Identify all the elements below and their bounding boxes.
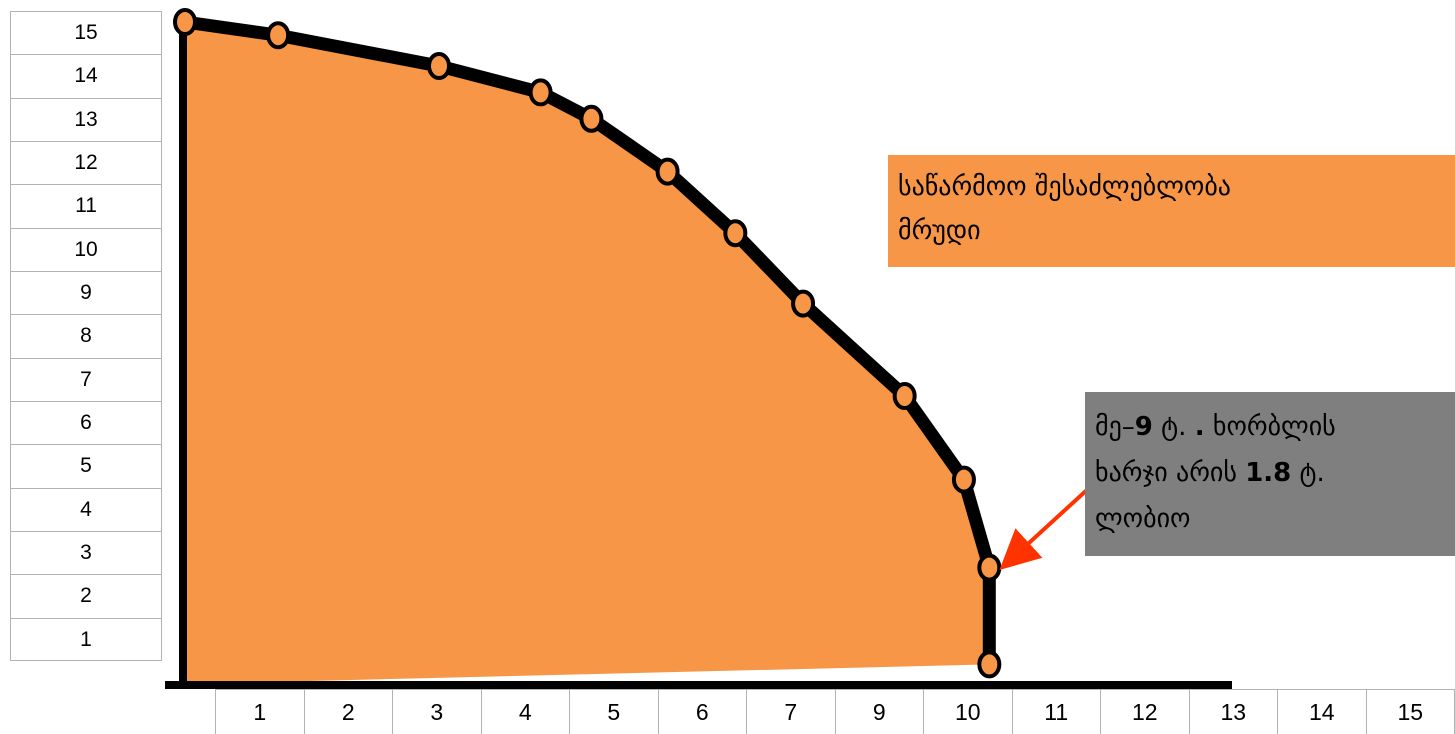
x-tick-label: 11 [1013,690,1101,734]
cost-label-run: მე– [1095,412,1135,442]
y-tick-label: 4 [11,489,161,532]
cost-label-run: ხარჯი არის [1095,458,1246,488]
cost-label-line: ხარჯი არის 1.8 ტ. [1095,450,1455,496]
feasible-area [185,22,990,684]
y-tick-label: 1 [80,628,92,652]
cost-label-run: 1.8 [1245,458,1292,488]
y-tick-label: 3 [11,532,161,576]
ppc-point-marker [579,104,604,133]
ppc-points [173,8,1002,679]
cost-label-run: ტ. [1291,458,1325,488]
y-tick-label: 13 [11,99,161,142]
y-tick-label: 2 [11,575,161,619]
ppc-point-marker [655,157,680,186]
cost-label-run: ლობიო [1095,504,1191,534]
y-tick-label: 15 [11,12,161,56]
opportunity-cost-callout: მე–9 ტ. . ხორბლის ხარჯი არის 1.8 ტ. ლობიო [1085,392,1455,556]
cost-label-run: ხორბლის [1204,412,1336,442]
x-tick-label: 14 [1278,690,1367,734]
x-tick-label: 4 [482,690,570,734]
y-tick-label: 5 [11,445,161,489]
x-tick-label: 2 [305,690,393,734]
ppc-curve [178,15,996,671]
ppc-point-marker [173,8,197,36]
x-tick-label: 6 [659,690,747,734]
y-tick-label: 8 [11,315,161,359]
cost-label-line: ლობიო [1095,496,1455,542]
y-axis-label-table: 15 14 13 12 11 10 9 8 7 6 5 4 3 2 1 [10,11,162,661]
x-tick-label: 7 [747,690,836,734]
x-tick-label: 12 [1101,690,1190,734]
annotation-arrow [999,476,1102,570]
y-tick-label: 9 [11,272,161,316]
ppc-point-marker [528,78,553,107]
cost-label-line: მე–9 ტ. . ხორბლის [1095,404,1455,450]
ppc-point-marker [977,650,1002,679]
x-tick-label: 5 [570,690,659,734]
x-tick-label: 9 [836,690,924,734]
ppc-point-marker [723,219,748,248]
ppc-label-callout: საწარმოო შესაძლებლობა მრუდი [888,155,1455,267]
ppc-point-marker [892,382,917,410]
y-tick-label: 14 [11,55,161,99]
y-tick-label: 11 [11,185,161,229]
y-tick-label: 10 [11,229,161,272]
cost-label-run: 9 [1134,412,1153,442]
ppc-point-marker [266,21,291,50]
ppc-point-marker [977,553,1002,582]
y-tick-label: 7 [11,359,161,402]
x-axis-label-table: 1 2 3 4 5 6 7 9 10 11 12 13 14 15 [215,689,1455,734]
ppc-point-marker [951,465,976,494]
ppc-label-line: საწარმოო შესაძლებლობა [898,172,1232,202]
ppc-point-marker [427,52,451,80]
x-tick-label: 13 [1190,690,1278,734]
y-tick-label: 12 [11,142,161,186]
y-tick-label: 6 [11,402,161,446]
x-tick-label: 10 [924,690,1013,734]
x-tick-label: 1 [216,690,305,734]
ppc-label-line: მრუდი [898,216,981,246]
ppc-point-marker [791,289,816,318]
x-tick-label: 3 [393,690,482,734]
cost-label-run: ტ. [1152,412,1195,442]
cost-label-run: . [1194,412,1205,442]
